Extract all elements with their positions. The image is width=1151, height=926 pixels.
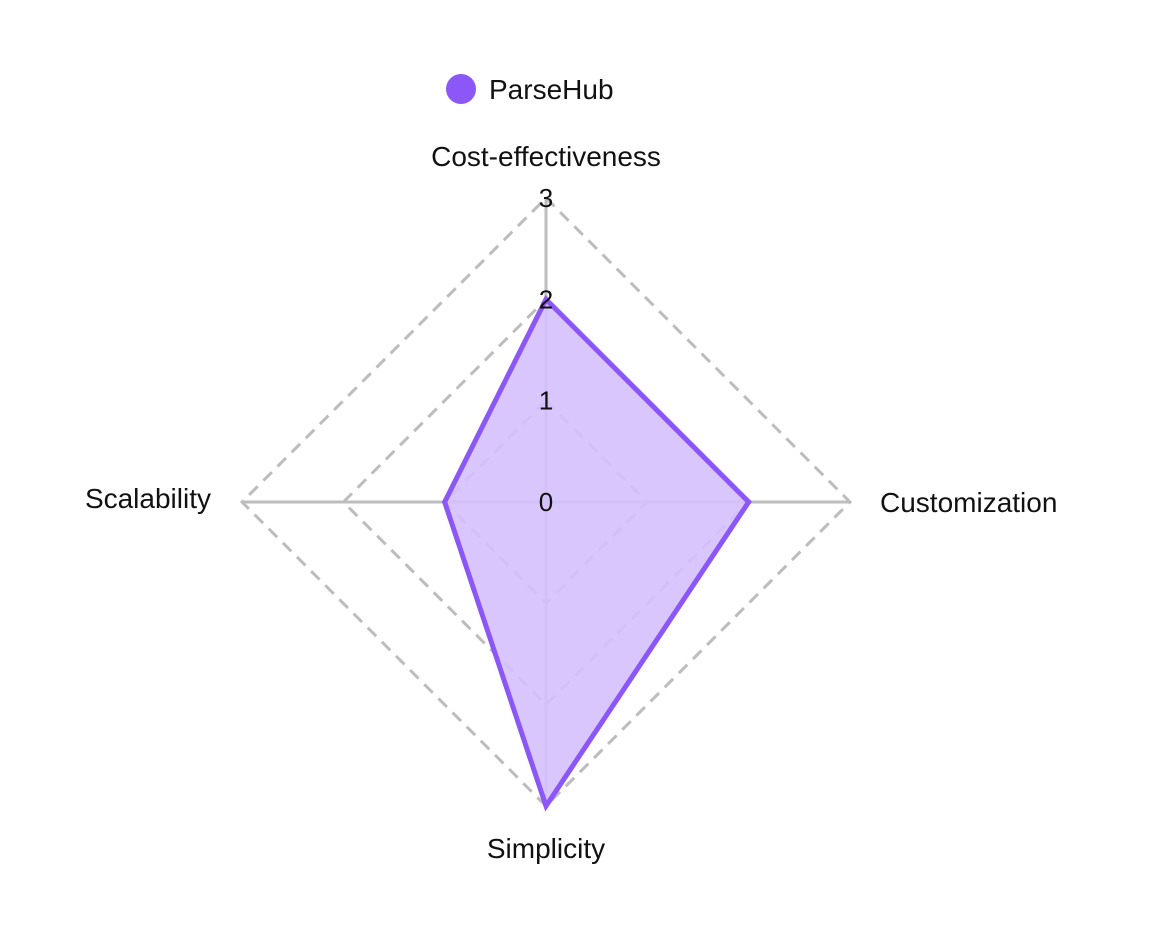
legend-label-parsehub: ParseHub: [489, 74, 614, 105]
tick-label-1: 1: [539, 386, 553, 416]
legend-marker-parsehub: [446, 74, 476, 104]
series-layer: [441, 295, 752, 812]
data-point-2: [543, 803, 549, 809]
tick-labels: 0 1 2 3: [539, 183, 553, 517]
data-point-0: [543, 296, 549, 302]
data-point-3: [442, 499, 448, 505]
series-polygon-0: [441, 295, 752, 812]
axis-label-2: Simplicity: [487, 833, 605, 864]
tick-label-0: 0: [539, 487, 553, 517]
legend[interactable]: ParseHub: [446, 74, 614, 105]
axis-label-3: Scalability: [85, 483, 211, 514]
grid-ring-3: [239, 195, 853, 809]
axis-label-1: Customization: [880, 487, 1057, 518]
tick-label-2: 2: [539, 284, 553, 314]
axis-label-0: Cost-effectiveness: [431, 141, 661, 172]
axis-labels: Cost-effectiveness Customization Simplicit…: [85, 141, 1057, 864]
tick-label-3: 3: [539, 183, 553, 213]
data-point-1: [746, 499, 752, 505]
